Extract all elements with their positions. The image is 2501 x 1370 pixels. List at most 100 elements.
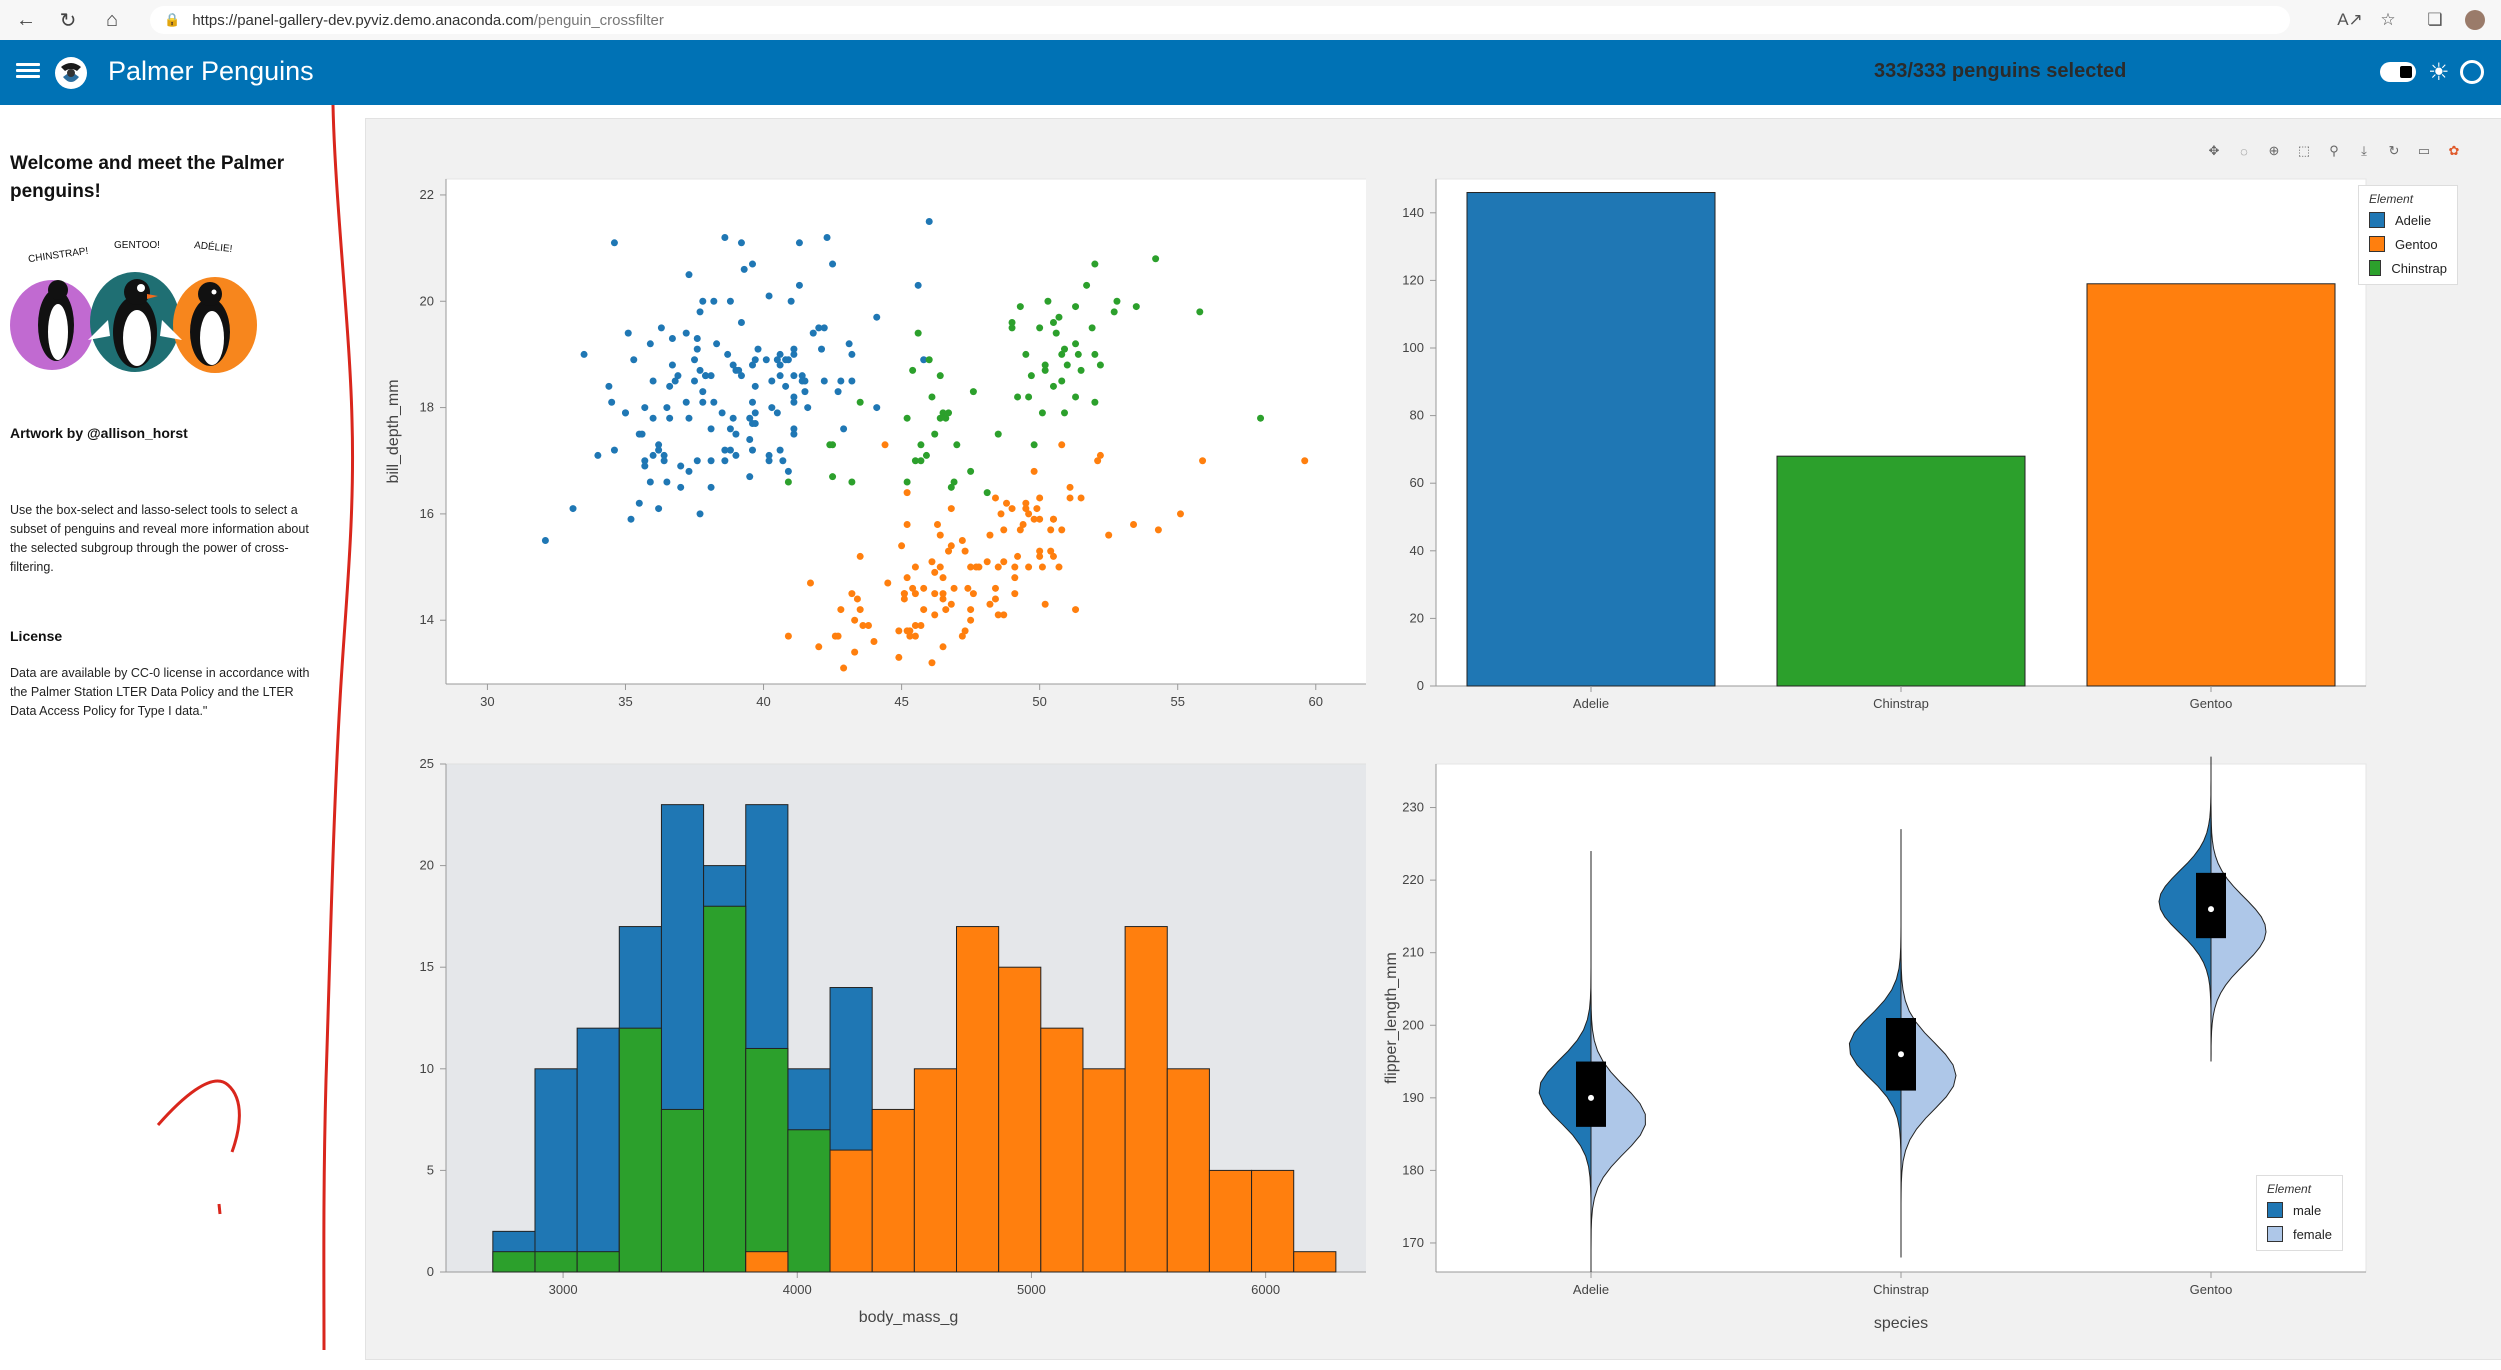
reload-icon[interactable]: ↻ [59, 9, 77, 32]
scatter-point [820, 377, 828, 385]
scatter-point [790, 350, 798, 358]
box-select-icon[interactable]: ⬚ [2297, 143, 2311, 158]
scatter-point [917, 457, 925, 465]
legend-item[interactable]: Gentoo [2369, 236, 2447, 252]
license-heading: License [10, 628, 63, 644]
scatter-point [1025, 563, 1033, 571]
scatter-point [605, 382, 613, 390]
scatter-point [961, 627, 969, 635]
scatter-point [967, 616, 975, 624]
scatter-point [677, 483, 685, 491]
scatter-point [909, 366, 917, 374]
scatter-point [1049, 382, 1057, 390]
legend-item[interactable]: Chinstrap [2369, 260, 2447, 276]
wheel-zoom-icon[interactable]: ⚲ [2329, 143, 2339, 158]
scatter-point [911, 457, 919, 465]
scatter-point [936, 563, 944, 571]
scatter-point [1011, 574, 1019, 582]
scatter-point [947, 542, 955, 550]
scatter-point [969, 590, 977, 598]
scatter-point [1074, 350, 1082, 358]
collections-icon[interactable]: ❏ [2427, 10, 2443, 29]
pan-icon[interactable]: ✥ [2208, 143, 2220, 158]
y-tick-label: 100 [1402, 340, 1424, 355]
scatter-plot[interactable]: 303540455055601416182022bill_length_mmbi… [366, 119, 1366, 719]
scatter-point [1016, 303, 1024, 311]
scatter-point [726, 297, 734, 305]
legend-swatch [2267, 1202, 2283, 1218]
histogram-bar [871, 1108, 915, 1273]
y-tick-label: 15 [420, 959, 434, 974]
scatter-point [936, 372, 944, 380]
scatter-point [991, 595, 999, 603]
favorites-icon[interactable]: ☆ [2380, 10, 2396, 29]
scatter-point [1030, 467, 1038, 475]
scatter-point [994, 563, 1002, 571]
theme-toggle[interactable] [2380, 62, 2416, 82]
bar-chart[interactable]: 020406080100120140AdelieChinstrapGentoos… [1366, 119, 2416, 719]
scatter-point [848, 590, 856, 598]
scatter-point [782, 356, 790, 364]
scatter-point [668, 361, 676, 369]
scatter-point [748, 398, 756, 406]
menu-icon[interactable] [16, 60, 40, 84]
scatter-point [610, 239, 618, 247]
y-tick-label: 25 [420, 756, 434, 771]
back-icon[interactable]: ← [16, 8, 36, 31]
scatter-point [627, 515, 635, 523]
histogram[interactable]: 3000 4000 5000 6000 0 5 10 15 20 25 body_mass_g [366, 719, 1366, 1339]
violin-plot[interactable]: 170 180 190 200 210 220 230 flipper_length_mm Ad… [1366, 719, 2416, 1339]
scatter-point [710, 297, 718, 305]
lock-icon: 🔒 [164, 12, 181, 27]
scatter-point [1066, 483, 1074, 491]
scatter-point [936, 414, 944, 422]
scatter-point [732, 430, 740, 438]
x-tick-label: 5000 [1017, 1282, 1046, 1297]
scatter-point [931, 590, 939, 598]
sun-icon[interactable]: ☀ [2428, 59, 2450, 86]
iqr-box [2196, 872, 2226, 939]
bar-legend: Element Adelie Gentoo Chinstrap [2358, 185, 2458, 285]
y-tick-label: 20 [1410, 610, 1424, 625]
scatter-point [809, 329, 817, 337]
scatter-point [967, 563, 975, 571]
scatter-point [674, 372, 682, 380]
bokeh-logo-icon[interactable]: ✿ [2448, 143, 2460, 158]
median-point [1898, 1051, 1904, 1058]
scatter-point [801, 388, 809, 396]
read-aloud-icon[interactable]: A↗ [2337, 10, 2363, 29]
scatter-point [991, 494, 999, 502]
box-zoom-icon[interactable]: ⊕ [2268, 143, 2280, 158]
y-tick-label: 0 [1417, 678, 1424, 693]
histogram-bar [703, 905, 747, 1273]
scatter-point [790, 398, 798, 406]
violin-legend-title: Element [2267, 1182, 2312, 1196]
scatter-point [784, 478, 792, 486]
address-bar[interactable]: 🔒 https://panel-gallery-dev.pyviz.demo.a… [150, 6, 2290, 34]
y-tick-label: 20 [420, 293, 434, 308]
scatter-point [1176, 510, 1184, 518]
scatter-point [900, 590, 908, 598]
home-icon[interactable]: ⌂ [105, 8, 119, 31]
scatter-point [682, 329, 690, 337]
reset-icon[interactable]: ↻ [2388, 143, 2400, 158]
scatter-point [1058, 350, 1066, 358]
scatter-point [983, 558, 991, 566]
scatter-point [1196, 308, 1204, 316]
scatter-point [729, 414, 737, 422]
x-tick-label: 3000 [549, 1282, 578, 1297]
legend-item[interactable]: Adelie [2369, 212, 2447, 228]
iqr-box [1576, 1061, 1606, 1127]
scatter-point [1000, 611, 1008, 619]
save-icon[interactable]: ⤓ [2361, 143, 2367, 158]
legend-item[interactable]: male [2267, 1202, 2332, 1218]
x-tick-label: 60 [1309, 694, 1323, 709]
legend-item[interactable]: female [2267, 1226, 2332, 1242]
scatter-point [1091, 398, 1099, 406]
hover-icon[interactable]: ▭ [2417, 143, 2431, 158]
lasso-select-icon[interactable]: ◌ [2240, 143, 2248, 159]
theme-circle-icon[interactable] [2460, 60, 2484, 84]
scatter-point [773, 409, 781, 417]
profile-avatar[interactable] [2460, 6, 2490, 34]
scatter-point [718, 409, 726, 417]
